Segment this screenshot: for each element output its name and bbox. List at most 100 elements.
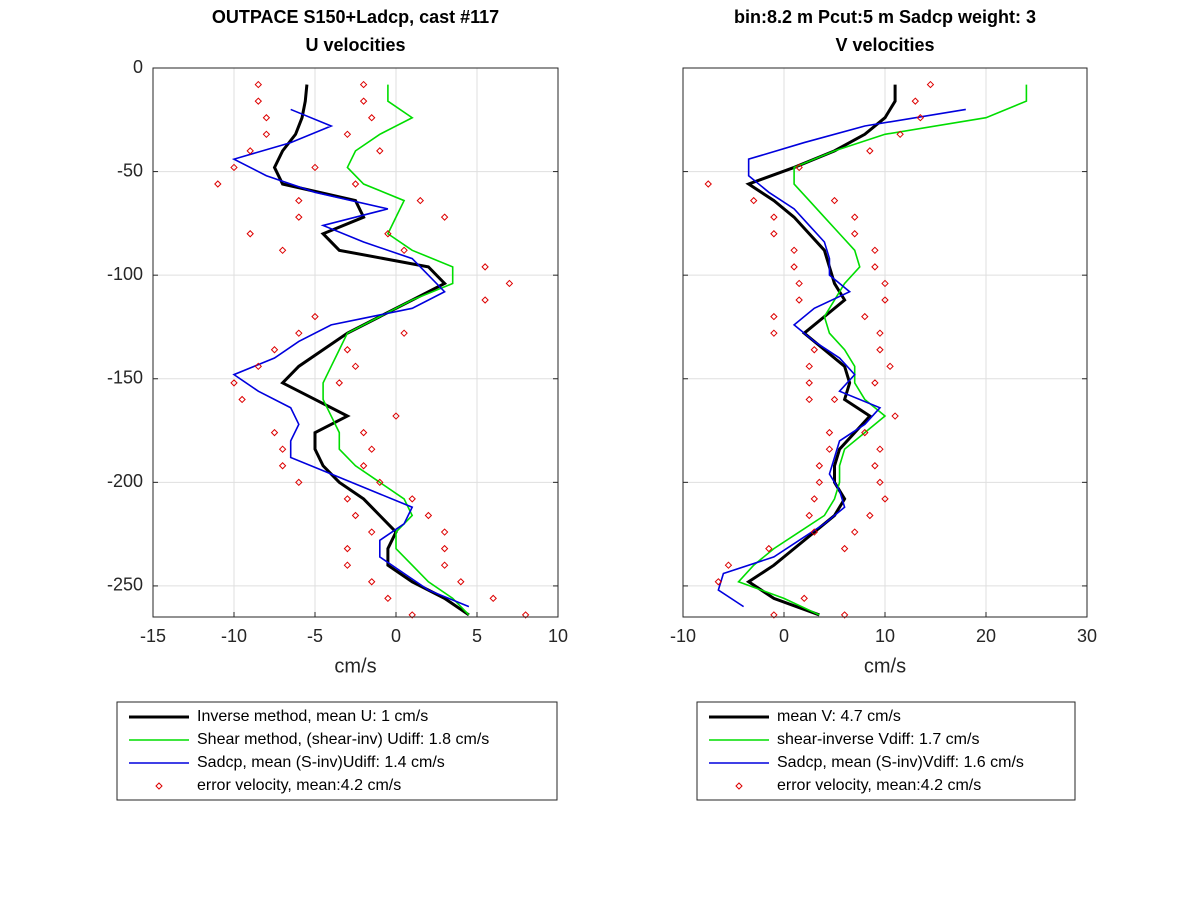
error-point [830, 196, 839, 205]
error-point [521, 611, 530, 619]
error-point [714, 578, 723, 586]
error-point [254, 362, 263, 371]
error-point [440, 213, 449, 221]
error-point [881, 296, 889, 304]
error-point [246, 230, 254, 238]
error-point [724, 561, 733, 569]
error-point [295, 213, 303, 221]
y-tick-label: 0 [133, 57, 143, 77]
error-point [359, 80, 368, 89]
error-point [876, 346, 884, 354]
error-point [359, 462, 368, 470]
error-point [400, 246, 408, 255]
error-point [876, 478, 884, 487]
axes-box [682, 67, 1088, 618]
legend-swatch [735, 782, 743, 790]
legend-label: Sadcp, mean (S-inv)Udiff: 1.4 cm/s [197, 754, 445, 771]
error-point [262, 114, 271, 122]
error-point [770, 213, 778, 221]
x-axis-label: cm/s [864, 655, 906, 677]
error-point [295, 196, 303, 205]
error-point [770, 611, 778, 619]
error-point [871, 462, 879, 470]
legend-label: error velocity, mean:4.2 cm/s [777, 777, 981, 794]
error-point [214, 180, 222, 188]
x-tick-label: 30 [1077, 626, 1097, 646]
error-point [871, 246, 879, 255]
error-point [810, 346, 819, 354]
x-tick-label: -5 [307, 626, 323, 646]
legend-label: error velocity, mean:4.2 cm/s [197, 777, 401, 794]
error-point [424, 511, 433, 520]
error-point [230, 379, 238, 387]
error-point [850, 213, 859, 221]
chart-title: bin:8.2 m Pcut:5 m Sadcp weight: 3 [734, 7, 1036, 27]
legend-label: shear-inverse Vdiff: 1.7 cm/s [777, 731, 979, 748]
error-point [270, 346, 279, 354]
error-point [830, 395, 839, 404]
profile-line [737, 84, 1028, 616]
legend-label: mean V: 4.7 cm/s [777, 708, 901, 725]
error-point [254, 97, 263, 105]
error-point [825, 445, 834, 453]
x-tick-label: 20 [976, 626, 996, 646]
legend-swatch [155, 782, 163, 790]
error-point [440, 561, 449, 569]
error-point [367, 578, 376, 586]
error-point [376, 147, 384, 155]
y-tick-label: -50 [117, 160, 143, 180]
error-point [790, 263, 798, 271]
error-point [795, 296, 803, 304]
error-point [278, 246, 287, 255]
error-point [384, 230, 392, 238]
error-point [376, 478, 384, 487]
error-point [881, 279, 889, 288]
error-point [457, 578, 465, 586]
x-tick-label: 10 [548, 626, 568, 646]
error-point [343, 544, 352, 553]
error-point [770, 230, 778, 238]
error-point [861, 312, 869, 321]
legend-label: Shear method, (shear-inv) Udiff: 1.8 cm/… [197, 731, 489, 748]
error-point [825, 428, 834, 437]
error-point [805, 379, 813, 387]
error-point [343, 130, 352, 139]
error-point [335, 379, 344, 387]
x-tick-label: 0 [391, 626, 401, 646]
error-point [850, 230, 859, 238]
error-point [278, 462, 287, 470]
x-tick-label: 0 [779, 626, 789, 646]
error-point [876, 329, 884, 337]
error-point [770, 329, 778, 337]
error-point [270, 428, 279, 437]
x-tick-label: 5 [472, 626, 482, 646]
error-point [343, 495, 352, 503]
error-point [351, 511, 360, 520]
error-point [765, 544, 773, 553]
axes-box [152, 67, 559, 618]
error-point [359, 97, 368, 105]
profile-line [272, 84, 470, 617]
error-point [367, 114, 376, 122]
error-point [505, 279, 514, 288]
error-point [886, 362, 894, 371]
error-point [810, 495, 819, 503]
error-point [481, 296, 489, 304]
error-point [896, 130, 904, 139]
error-point [871, 379, 879, 387]
legend-box [116, 701, 558, 801]
error-point [254, 80, 263, 89]
error-point [795, 279, 803, 288]
error-point [400, 329, 408, 337]
error-point [805, 362, 813, 371]
error-point [770, 312, 778, 321]
error-point [916, 114, 925, 122]
chart-title: V velocities [835, 35, 934, 55]
error-point [926, 80, 935, 89]
error-point [311, 163, 319, 172]
error-point [866, 511, 874, 520]
error-point [295, 478, 303, 487]
y-tick-label: -250 [107, 575, 143, 595]
error-point [861, 428, 869, 437]
